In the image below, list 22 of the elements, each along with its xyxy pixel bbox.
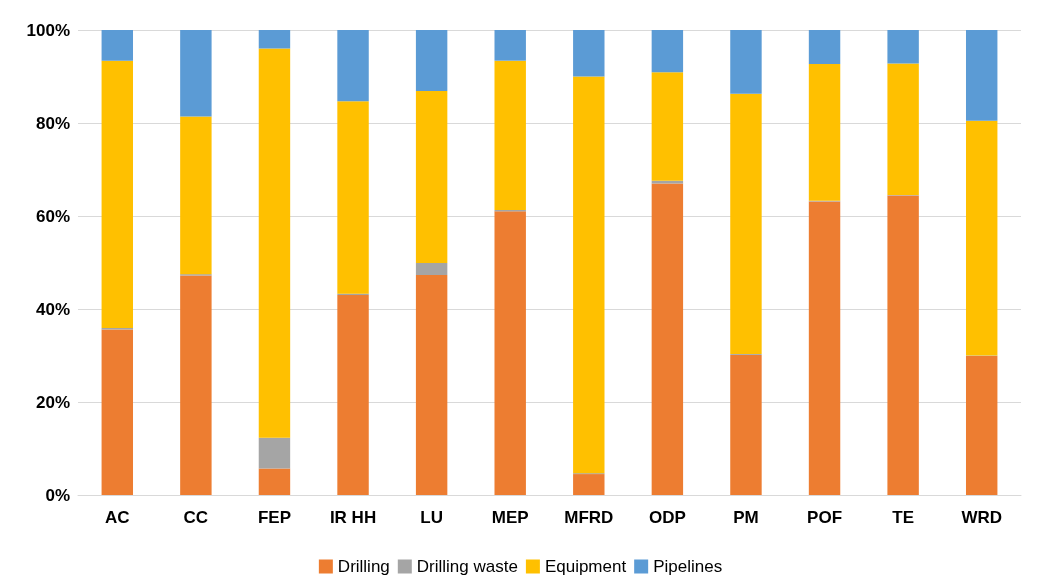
x-tick-label: WRD <box>961 508 1003 527</box>
y-tick-label: 80% <box>35 113 70 133</box>
x-tick-label: TE <box>892 508 914 527</box>
x-tick-label: FEP <box>257 508 291 527</box>
x-tick-label: MFRD <box>564 508 614 527</box>
y-tick-label: 40% <box>35 299 70 319</box>
x-tick-label: IR HH <box>329 508 377 527</box>
y-tick-label: 20% <box>35 392 70 412</box>
y-tick-label: 0% <box>45 485 70 505</box>
y-tick-label: 100% <box>26 20 70 40</box>
y-tick-label: 60% <box>35 206 70 226</box>
x-tick-label: MEP <box>491 508 529 527</box>
x-tick-label: ODP <box>648 508 686 527</box>
legend-label: Drilling <box>337 557 390 576</box>
x-tick-label: POF <box>807 508 843 527</box>
x-tick-label: LU <box>420 508 443 527</box>
legend-label: Pipelines <box>653 557 723 576</box>
legend-label: Drilling waste <box>416 557 518 576</box>
x-tick-label: AC <box>105 508 130 527</box>
x-tick-label: PM <box>733 508 759 527</box>
legend-label: Equipment <box>544 557 627 576</box>
x-tick-label: CC <box>183 508 209 527</box>
